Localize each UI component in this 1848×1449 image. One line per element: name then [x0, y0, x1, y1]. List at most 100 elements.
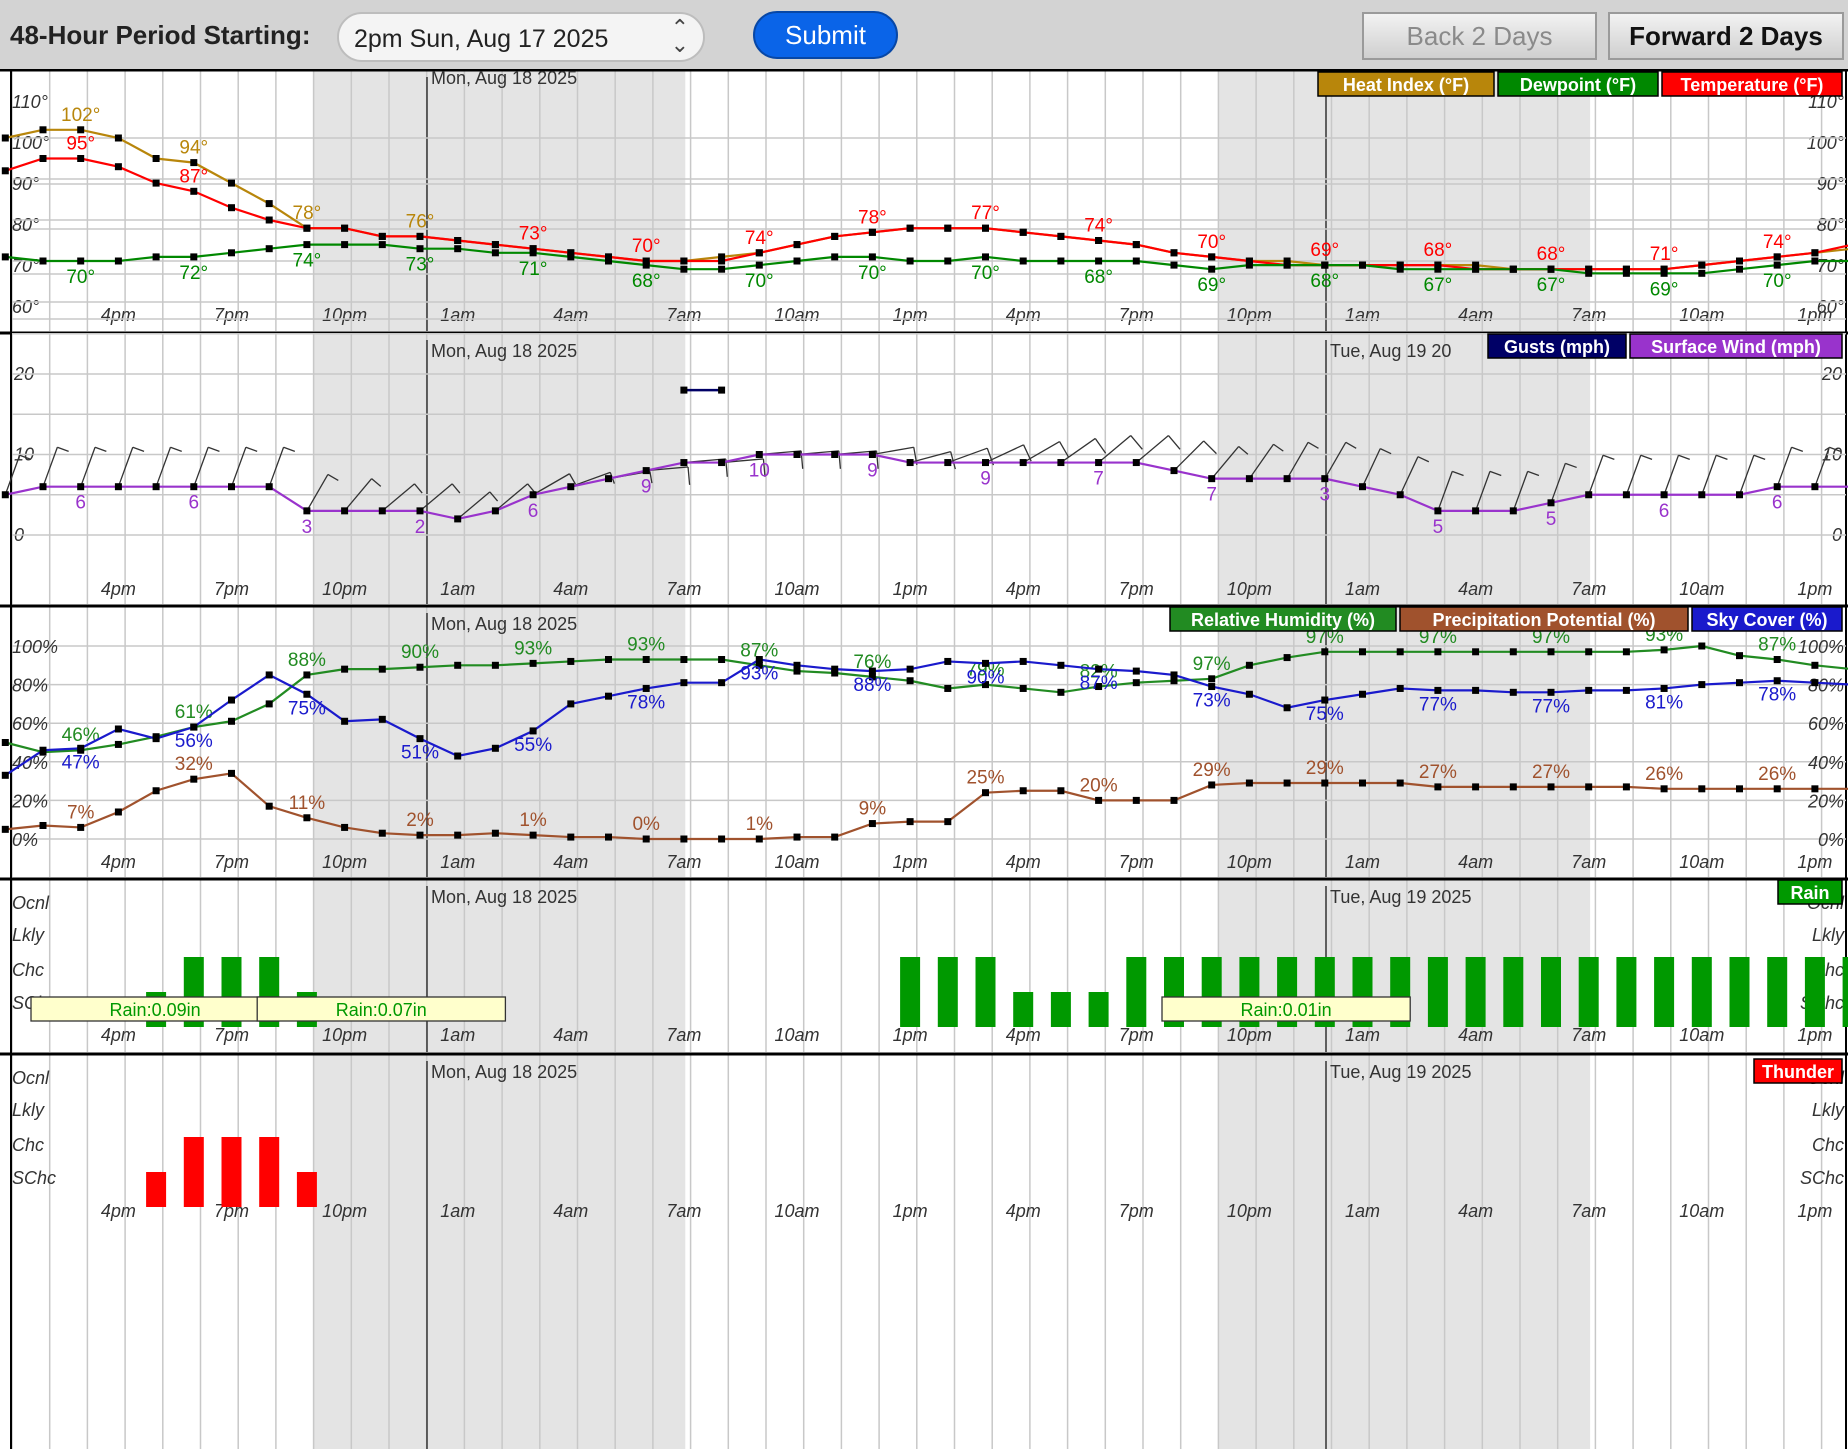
dewpoint-point — [491, 249, 499, 257]
y-tick-label: 60° — [12, 297, 39, 317]
relative-humidity-value-label: 61% — [175, 702, 213, 723]
rain-amount-box — [1161, 996, 1411, 1022]
heat-index-point — [265, 200, 273, 208]
x-tick-label: 7am — [1571, 305, 1606, 325]
sky-cover-point — [1359, 690, 1366, 698]
surface-wind-point — [755, 451, 763, 458]
relative-humidity-point — [378, 665, 386, 673]
legend-label: Gusts (mph) — [1504, 337, 1610, 357]
wind-barb — [42, 447, 58, 487]
wind-barb — [909, 451, 951, 464]
dewpoint-point — [793, 257, 801, 265]
sky-cover-point — [1509, 688, 1517, 696]
sky-cover-point — [982, 659, 989, 667]
legend-box — [1497, 71, 1659, 97]
y-tick-label: 110° — [1808, 92, 1844, 112]
dewpoint-point — [718, 265, 726, 273]
dewpoint-point — [755, 261, 763, 269]
surface-wind-value-label: 7 — [1093, 469, 1104, 490]
heat-index-point — [39, 126, 47, 134]
wind-barb — [1565, 462, 1577, 469]
wind-barb — [1814, 447, 1830, 487]
temperature-point — [152, 179, 160, 187]
toolbar: 48-Hour Period Starting: 2pm Sun, Aug 17… — [0, 0, 1848, 69]
back-2-days-button[interactable]: Back 2 Days — [1362, 12, 1597, 60]
surface-wind-point — [529, 491, 537, 499]
legend-box — [1629, 333, 1843, 359]
dewpoint-line — [5, 243, 1848, 275]
relative-humidity-point — [114, 740, 122, 748]
sky-cover-point — [1622, 686, 1630, 694]
surface-wind-point — [1057, 459, 1065, 467]
wind-barb — [1588, 455, 1604, 495]
dewpoint-point — [1585, 269, 1593, 277]
rain-amount-box — [256, 996, 507, 1022]
precip-potential-point — [642, 835, 650, 843]
temperature-point — [1811, 249, 1819, 257]
x-tick-label: 4am — [553, 1025, 588, 1045]
x-tick-label: 7am — [1571, 852, 1606, 872]
submit-button[interactable]: Submit — [753, 11, 898, 59]
temperature-point — [868, 228, 876, 236]
temperature-point — [1245, 257, 1253, 265]
night-shade — [313, 1055, 686, 1449]
sky-cover-value-label: 73% — [1193, 691, 1231, 712]
temperature-value-label: 74° — [1763, 232, 1792, 253]
date-label: Mon, Aug 18 2025 — [431, 1062, 577, 1082]
heat-index-point — [114, 134, 122, 142]
sky-cover-point — [1019, 657, 1027, 665]
surface-wind-point — [228, 483, 235, 491]
surface-wind-value-label: 6 — [75, 493, 86, 514]
sky-cover-point — [378, 715, 386, 723]
dewpoint-value-label: 71° — [519, 259, 548, 280]
x-tick-label: 1am — [1345, 852, 1380, 872]
temperature-point — [228, 204, 235, 212]
wind-barb — [649, 471, 653, 484]
forward-2-days-button[interactable]: Forward 2 Days — [1608, 12, 1844, 60]
relative-humidity-value-label: 97% — [1306, 627, 1344, 648]
legend-label: Sky Cover (%) — [1706, 610, 1827, 630]
dewpoint-point — [190, 253, 198, 261]
surface-wind-point — [341, 507, 349, 515]
sky-cover-point — [416, 735, 424, 743]
wind-barb — [117, 447, 134, 487]
temperature-point — [1622, 265, 1630, 273]
precip-potential-point — [1245, 779, 1253, 787]
rain-bar — [1503, 957, 1524, 1027]
x-tick-label: 10am — [774, 1201, 819, 1221]
surface-wind-point — [718, 459, 726, 467]
sky-cover-value-label: 93% — [740, 664, 778, 685]
surface-wind-line — [5, 453, 1848, 521]
sky-cover-value-label: 90% — [966, 667, 1004, 688]
precip-potential-point — [114, 808, 122, 816]
surface-wind-point — [39, 483, 47, 491]
legend-box — [1691, 606, 1843, 632]
temperature-point — [303, 224, 311, 232]
temperature-point — [416, 232, 424, 240]
date-label: Tue, Aug 19 2025 — [1330, 887, 1471, 907]
relative-humidity-point — [1245, 661, 1253, 669]
temperature-point — [567, 249, 575, 257]
wind-barb — [268, 447, 285, 487]
dewpoint-point — [642, 261, 650, 269]
relative-humidity-value-label: 97% — [1193, 654, 1231, 675]
x-tick-label: 10am — [774, 579, 819, 599]
relative-humidity-point — [454, 661, 462, 669]
wind-barb — [419, 483, 453, 512]
surface-wind-value-label: 6 — [189, 493, 200, 514]
precip-potential-point — [755, 835, 763, 843]
period-select[interactable]: 2pm Sun, Aug 17 2025 ⌃ ⌄ — [337, 12, 705, 62]
surface-wind-point — [1509, 507, 1517, 515]
y-tick-label: 0% — [1818, 830, 1844, 850]
legend-label: Surface Wind (mph) — [1651, 337, 1821, 357]
wind-barb — [762, 458, 766, 477]
x-tick-label: 10pm — [1227, 1201, 1272, 1221]
x-tick-label: 1am — [440, 852, 475, 872]
dewpoint-point — [1547, 265, 1555, 273]
heat-index-value-label: 94° — [179, 138, 208, 159]
temperature-point — [1170, 249, 1178, 257]
y-tick-label: 90° — [1817, 174, 1844, 194]
relative-humidity-point — [605, 656, 612, 664]
surface-wind-point — [868, 451, 876, 458]
x-tick-label: 1pm — [1797, 579, 1832, 599]
